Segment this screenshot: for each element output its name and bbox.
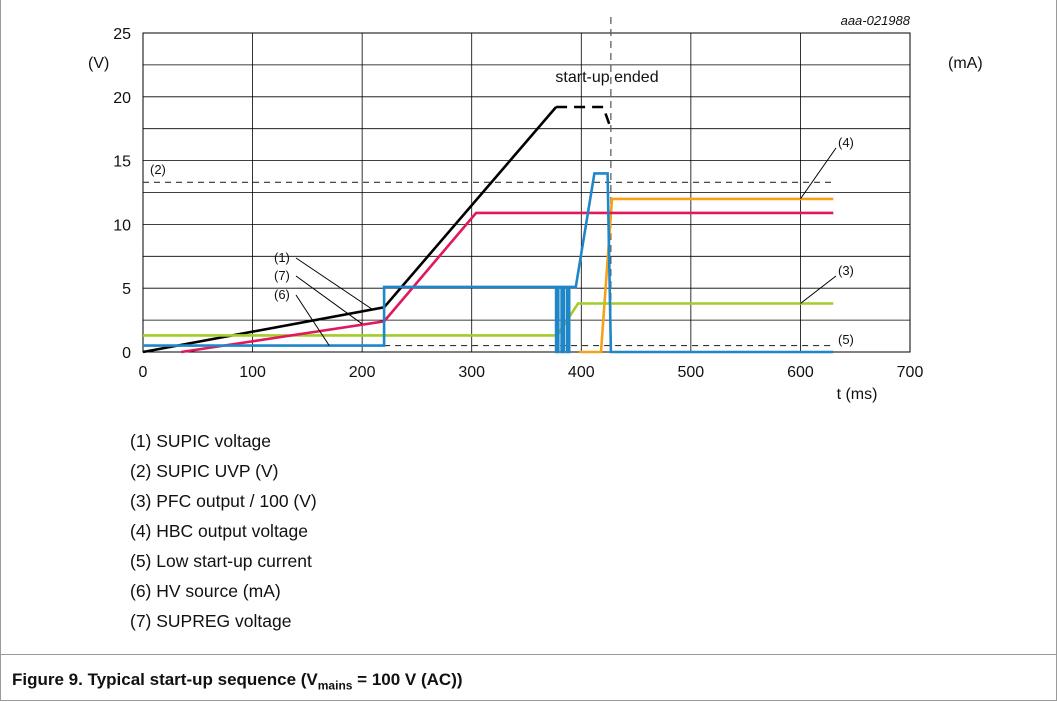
leader-line xyxy=(800,275,837,304)
legend-item-6: (6) HV source (mA) xyxy=(130,581,281,601)
annotation-label-4: (4) xyxy=(838,135,854,150)
legend-item-4: (4) HBC output voltage xyxy=(130,521,309,541)
figure-caption: Figure 9. Typical start-up sequence (Vma… xyxy=(12,670,463,692)
legend-list: (1) SUPIC voltage (2) SUPIC UVP (V) (3) … xyxy=(130,426,317,636)
series-line-2 xyxy=(556,105,613,130)
legend-item-7: (7) SUPREG voltage xyxy=(130,611,292,631)
x-axis-label: t (ms) xyxy=(837,386,878,403)
leader-line xyxy=(295,275,363,325)
x-tick-label: 100 xyxy=(239,364,266,381)
tick-layer: 0 100 200 300 400 500 600 700 0 5 10 15 20 25 xyxy=(113,26,923,381)
annotation-label-6: (6) xyxy=(274,287,290,302)
legend-item-1: (1) SUPIC voltage xyxy=(130,431,272,451)
legend-item-2: (2) SUPIC UVP (V) xyxy=(130,461,279,481)
x-tick-label: 0 xyxy=(139,364,148,381)
legend-item-5: (5) Low start-up current xyxy=(130,551,312,571)
x-tick-label: 700 xyxy=(897,364,924,381)
legend-item-3: (3) PFC output / 100 (V) xyxy=(130,491,317,511)
y-tick-label: 10 xyxy=(113,217,131,234)
y-unit-left: (V) xyxy=(88,55,109,72)
x-tick-label: 500 xyxy=(678,364,705,381)
x-tick-label: 600 xyxy=(787,364,814,381)
annotation-label-7: (7) xyxy=(274,268,290,283)
caption-divider xyxy=(0,654,1057,655)
image-id: aaa-021988 xyxy=(841,13,911,28)
series-line-5 xyxy=(579,197,834,354)
y-tick-label: 25 xyxy=(113,26,131,43)
annotation-label-3: (3) xyxy=(838,263,854,278)
grid xyxy=(142,17,911,353)
y-unit-right: (mA) xyxy=(948,55,983,72)
annotation-label-1: (1) xyxy=(274,250,290,265)
caption-subscript: mains xyxy=(317,678,353,693)
series-layer xyxy=(142,105,837,354)
series-line-8 xyxy=(181,211,834,354)
caption-suffix: = 100 V (AC)) xyxy=(352,670,463,689)
series-line-4 xyxy=(143,302,834,337)
y-tick-label: 0 xyxy=(122,345,131,362)
y-tick-label: 15 xyxy=(113,154,131,171)
annotation-label-2: (2) xyxy=(150,162,166,177)
series-line-7 xyxy=(143,172,834,354)
x-tick-label: 400 xyxy=(568,364,595,381)
axis-layer: aaa-021988 (V) (mA) t (ms) xyxy=(88,13,983,403)
startup-sequence-chart: aaa-021988 (V) (mA) t (ms) 0 100 200 300 400… xyxy=(88,13,983,403)
x-tick-label: 300 xyxy=(458,364,485,381)
x-tick-label: 200 xyxy=(349,364,376,381)
leader-line xyxy=(295,294,330,346)
leader-line xyxy=(800,147,837,200)
leader-line xyxy=(295,257,374,311)
annotation-start-up-ended: start-up ended xyxy=(555,69,658,86)
y-tick-label: 5 xyxy=(122,281,131,298)
caption-prefix: Figure 9. Typical start-up sequence (V xyxy=(12,670,318,689)
annotation-label-5: (5) xyxy=(838,332,854,347)
annotation-layer: start-up ended (1) (7) (6) (2) (3) (4) (… xyxy=(150,69,854,347)
y-tick-label: 20 xyxy=(113,90,131,107)
